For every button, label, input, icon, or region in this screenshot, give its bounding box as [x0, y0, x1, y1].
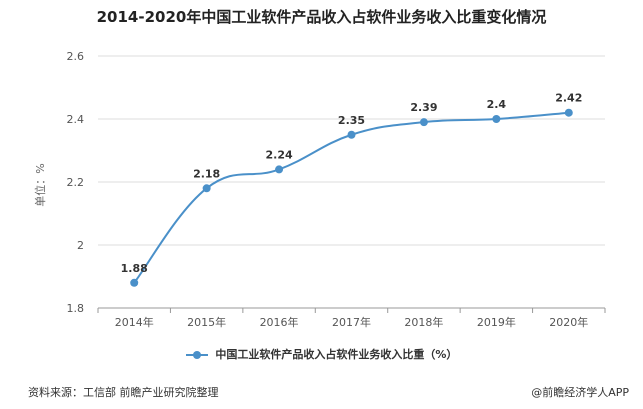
chart-title: 2014-2020年中国工业软件产品收入占软件业务收入比重变化情况 [96, 8, 547, 26]
data-label: 2.35 [338, 114, 365, 127]
y-tick-label: 2.2 [67, 176, 85, 189]
source-note: 资料来源：工信部 前瞻产业研究院整理 [28, 386, 219, 399]
data-point [347, 130, 356, 139]
credit-note: @前瞻经济学人APP [531, 386, 629, 399]
x-tick-label: 2019年 [477, 315, 516, 329]
legend-marker-icon [185, 350, 208, 360]
data-label: 2.18 [193, 167, 220, 180]
x-tick-label: 2020年 [549, 315, 588, 329]
data-point [419, 118, 428, 127]
x-axis-ticks: 2014年 2015年 2016年 2017年 2018年 2019年 2020年 [97, 308, 606, 329]
x-tick-label: 2017年 [332, 315, 371, 329]
data-label: 1.88 [121, 262, 148, 275]
data-point [564, 108, 573, 117]
data-point [275, 165, 284, 174]
data-point [130, 278, 139, 287]
data-label: 2.42 [555, 92, 582, 105]
legend: 中国工业软件产品收入占软件业务收入比重（%） [0, 346, 643, 362]
y-tick-label: 2 [77, 239, 84, 252]
data-labels: 1.88 2.18 2.24 2.35 2.39 2.4 2.42 [121, 92, 583, 275]
y-tick-label: 2.4 [67, 113, 85, 126]
data-points [130, 108, 573, 287]
data-point [202, 184, 211, 193]
data-label: 2.39 [410, 101, 437, 114]
y-axis-ticks: 1.8 2 2.2 2.4 2.6 [67, 50, 85, 315]
y-tick-label: 2.6 [67, 50, 85, 63]
data-point [492, 115, 501, 123]
x-tick-label: 2018年 [404, 315, 443, 329]
x-tick-label: 2014年 [115, 315, 154, 329]
x-tick-label: 2015年 [187, 315, 226, 329]
x-tick-label: 2016年 [260, 315, 299, 329]
gridlines [98, 55, 605, 246]
data-label: 2.4 [487, 98, 507, 111]
y-tick-label: 1.8 [67, 302, 85, 315]
data-label: 2.24 [266, 148, 293, 161]
legend-label: 中国工业软件产品收入占软件业务收入比重（%） [215, 348, 458, 361]
